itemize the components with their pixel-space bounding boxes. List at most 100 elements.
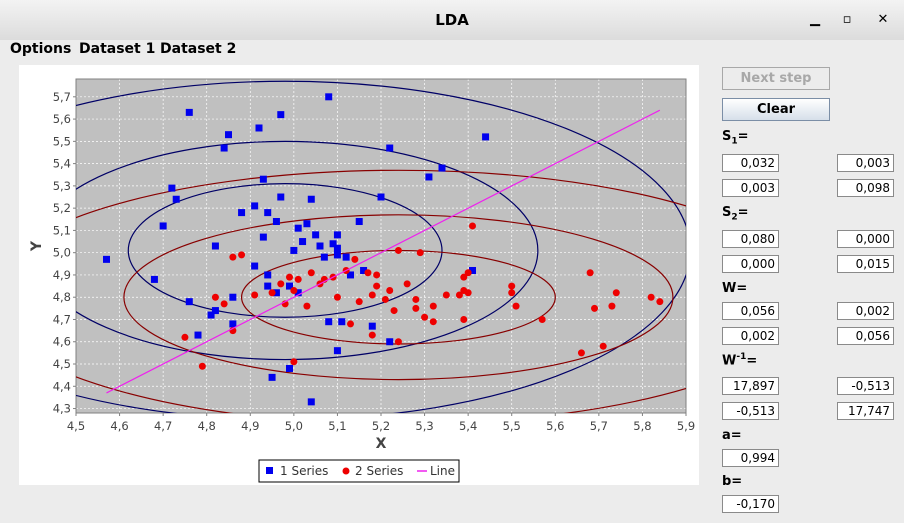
series-2-point <box>277 280 285 288</box>
x-tick-label: 4,9 <box>241 419 259 433</box>
series-2-point <box>303 302 311 310</box>
x-tick-label: 4,6 <box>110 419 128 433</box>
series-2-point <box>577 349 585 357</box>
series-2-point <box>294 275 302 283</box>
y-tick-label: 5,0 <box>53 246 71 260</box>
s1-field-21[interactable]: 0,003 <box>722 179 779 197</box>
series-1-point <box>264 282 272 290</box>
maximize-icon[interactable]: ▫ <box>842 12 852 27</box>
s1-field-11[interactable]: 0,032 <box>722 154 779 172</box>
x-tick-label: 5,8 <box>633 419 651 433</box>
legend-box <box>258 459 460 483</box>
series-1-point <box>333 347 341 355</box>
series-1-point <box>386 338 394 346</box>
series-1-point <box>103 255 110 263</box>
series-1-point <box>251 202 259 210</box>
series-2-point <box>508 282 516 290</box>
s1-label-suffix: = <box>737 129 749 144</box>
y-tick-label: 4,8 <box>53 290 71 304</box>
s1-field-22[interactable]: 0,098 <box>837 179 894 197</box>
series-2-point <box>373 282 381 290</box>
x-tick-label: 4,5 <box>67 419 85 433</box>
series-2-point <box>421 313 429 321</box>
a-field[interactable]: 0,994 <box>722 449 779 467</box>
s2-field-22[interactable]: 0,015 <box>837 255 894 273</box>
series-1-point <box>207 311 215 319</box>
series-2-point <box>347 320 354 328</box>
y-tick-label: 5,6 <box>53 112 71 126</box>
series-2-point <box>599 342 607 350</box>
series-1-point <box>325 93 333 101</box>
series-1-point <box>172 195 180 203</box>
s1-field-12[interactable]: 0,003 <box>837 154 894 172</box>
winv-label-sup: -1 <box>736 352 747 362</box>
series-2-point <box>394 246 402 254</box>
b-field[interactable]: -0,170 <box>722 495 779 513</box>
series-2-point <box>229 253 237 261</box>
chart-panel: 4,5 4,6 4,7 4,8 4,9 5,0 5,1 5,2 5,3 5,4 5,5 5,6 5,7 5… <box>19 65 699 485</box>
y-tick-label: 5,3 <box>53 179 71 193</box>
menu-dataset-2[interactable]: Dataset 2 <box>160 41 237 57</box>
series-1-point <box>255 124 263 132</box>
series-2-point <box>373 271 381 279</box>
legend-series-2-marker <box>342 467 350 475</box>
series-2-point <box>238 251 246 259</box>
menu-options[interactable]: Options <box>10 41 72 57</box>
series-2-point <box>211 293 219 301</box>
series-1-point <box>264 209 272 217</box>
s1-label: S1= <box>722 129 749 147</box>
x-tick-label: 5,3 <box>415 419 433 433</box>
winv-field-12[interactable]: -0,513 <box>837 377 894 395</box>
series-1-point <box>347 271 354 279</box>
s2-field-12[interactable]: 0,000 <box>837 230 894 248</box>
series-1-point <box>307 195 315 203</box>
s2-field-11[interactable]: 0,080 <box>722 230 779 248</box>
series-1-point <box>159 222 167 230</box>
series-1-point <box>438 164 446 172</box>
series-2-point <box>469 222 476 230</box>
winv-field-11[interactable]: 17,897 <box>722 377 779 395</box>
ellipse-series-1 <box>127 183 443 318</box>
menu-dataset-1[interactable]: Dataset 1 <box>79 41 156 57</box>
series-2-point <box>381 295 389 303</box>
w-field-11[interactable]: 0,056 <box>722 302 779 320</box>
s2-label-sub: 2 <box>731 212 738 223</box>
minimize-icon[interactable]: ▁ <box>810 12 820 27</box>
y-tick-label: 5,7 <box>53 90 71 104</box>
series-1-point <box>264 271 272 279</box>
series-1-point <box>377 193 385 201</box>
w-field-21[interactable]: 0,002 <box>722 327 779 345</box>
series-2-point <box>412 295 420 303</box>
w-field-12[interactable]: 0,002 <box>837 302 894 320</box>
series-1-point <box>286 364 293 372</box>
winv-field-22[interactable]: 17,747 <box>837 402 894 420</box>
y-tick-label: 4,3 <box>53 402 71 416</box>
scatter-chart: 4,5 4,6 4,7 4,8 4,9 5,0 5,1 5,2 5,3 5,4 5,5 5,6 5,7 5… <box>29 78 695 483</box>
series-1-point <box>259 175 267 183</box>
close-icon[interactable]: ✕ <box>877 12 889 27</box>
series-1-point <box>211 242 219 250</box>
series-1-point <box>286 282 293 290</box>
series-1-point <box>299 238 307 246</box>
winv-field-21[interactable]: -0,513 <box>722 402 779 420</box>
series-1-point <box>482 133 490 141</box>
series-2-point <box>286 273 293 281</box>
series-2-point <box>390 307 398 315</box>
a-label: a= <box>722 428 742 443</box>
w-field-22[interactable]: 0,056 <box>837 327 894 345</box>
next-step-button[interactable]: Next step <box>722 67 830 90</box>
y-tick-label: 4,7 <box>53 312 71 326</box>
series-1-point <box>225 131 232 139</box>
series-2-point <box>538 315 546 323</box>
x-tick-label: 5,7 <box>590 419 608 433</box>
series-2-point <box>455 291 463 299</box>
legend-series-1-marker <box>266 467 273 474</box>
s2-field-21[interactable]: 0,000 <box>722 255 779 273</box>
ellipse-series-2 <box>123 214 674 381</box>
s1-label-sub: 1 <box>731 136 738 147</box>
legend-series-2-label: 2 Series <box>355 464 403 478</box>
clear-button[interactable]: Clear <box>722 98 830 121</box>
x-tick-label: 5,6 <box>546 419 564 433</box>
series-1-point <box>272 289 280 297</box>
x-tick-label: 4,7 <box>154 419 172 433</box>
